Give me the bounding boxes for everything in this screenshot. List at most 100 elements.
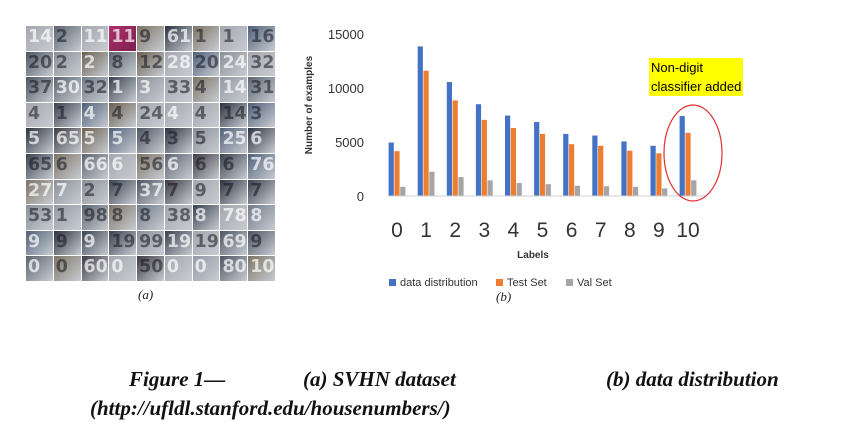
sample-digit-tile: 2 — [53, 26, 81, 51]
legend-item: data distribution — [389, 277, 478, 289]
legend-item: Test Set — [496, 277, 547, 289]
x-axis-title: Labels — [517, 250, 549, 261]
y-tick-label: 15000 — [328, 27, 364, 42]
sample-digit-text: 4 — [139, 129, 152, 150]
x-tick-label: 6 — [566, 219, 578, 242]
bar-data-distribution-4 — [505, 115, 511, 196]
sample-digit-tile: 2 — [81, 179, 109, 205]
sample-digit-tile: 7 — [220, 179, 248, 205]
sample-digit-tile: 4 — [164, 102, 192, 128]
x-tick-label: 9 — [653, 219, 665, 242]
sample-digit-text: 19 — [111, 231, 136, 252]
sample-digit-tile: 50 — [137, 256, 164, 281]
sample-digit-text: 6 — [111, 155, 124, 175]
sample-digit-text: 10 — [250, 257, 275, 278]
bar-data-distribution-9 — [650, 145, 656, 196]
caption-figure-number: Figure 1— — [129, 367, 226, 391]
bars — [388, 46, 697, 196]
bar-test-set-2 — [452, 100, 458, 196]
sample-digit-text: 60 — [83, 257, 108, 278]
x-tick-label: 7 — [595, 219, 607, 242]
sample-digit-text: 6 — [222, 155, 235, 175]
x-tick-label: 0 — [391, 219, 403, 242]
sample-digit-text: 65 — [55, 129, 80, 150]
sample-digit-tile: 0 — [192, 256, 220, 281]
sample-digit-text: 32 — [83, 78, 108, 99]
bar-data-distribution-10 — [679, 116, 685, 196]
sample-digit-text: 14 — [222, 78, 247, 99]
sample-digit-text: 2 — [55, 27, 68, 47]
sample-digit-tile: 9 — [192, 179, 220, 205]
x-tick-label: 4 — [508, 219, 520, 242]
sample-digit-tile: 27 — [26, 179, 53, 205]
sample-digit-text: 1 — [222, 27, 235, 47]
sample-digit-text: 3 — [166, 129, 179, 150]
sample-digit-text: 3 — [139, 78, 152, 99]
sample-digit-text: 65 — [28, 155, 53, 175]
x-tick-label: 3 — [478, 219, 490, 242]
sample-digit-text: 5 — [28, 129, 41, 150]
sample-digit-text: 30 — [55, 78, 80, 99]
sample-digit-text: 0 — [111, 257, 124, 278]
bar-data-distribution-0 — [388, 142, 394, 196]
sample-digit-tile: 9 — [81, 230, 109, 256]
sample-digit-text: 4 — [166, 103, 179, 124]
sample-digit-tile: 76 — [248, 154, 275, 179]
bar-data-distribution-6 — [563, 133, 569, 196]
sample-digit-tile: 8 — [109, 51, 137, 77]
sample-digit-tile: 65 — [53, 128, 81, 153]
sample-digit-tile: 14 — [220, 102, 248, 128]
sample-digit-tile: 99 — [137, 230, 164, 256]
sample-digit-text: 20 — [28, 52, 53, 73]
x-tick-label: 10 — [676, 219, 699, 242]
sample-digit-text: 33 — [166, 78, 192, 99]
sample-digit-text: 2 — [83, 180, 96, 201]
sample-digit-text: 14 — [222, 103, 247, 124]
sample-digit-tile: 11 — [109, 26, 137, 51]
sample-digit-text: 4 — [28, 103, 41, 124]
sample-digit-tile: 6 — [192, 154, 220, 179]
bar-val-set-9 — [662, 188, 668, 196]
sample-digit-tile: 1 — [220, 26, 248, 51]
sample-digit-text: 53 — [28, 206, 53, 227]
caption-url: (http://ufldl.stanford.edu/housenumbers/… — [90, 396, 451, 420]
sample-digit-text: 8 — [250, 206, 263, 227]
bar-test-set-10 — [685, 132, 691, 196]
sample-digit-tile: 28 — [164, 51, 192, 77]
bar-data-distribution-3 — [475, 104, 482, 196]
bar-test-set-9 — [656, 153, 662, 196]
sample-digit-tile: 19 — [192, 230, 220, 256]
sample-digit-text: 28 — [166, 52, 192, 73]
sample-digit-tile: 112 — [81, 26, 120, 51]
sample-digit-tile: 14 — [26, 26, 53, 51]
sample-digit-tile: 4 — [109, 102, 137, 128]
sample-digit-tile: 8 — [248, 205, 275, 230]
sample-digit-tile: 5 — [81, 128, 109, 153]
caption-panel-b: (b) data distribution — [606, 367, 779, 391]
sample-digit-text: 5 — [194, 129, 207, 150]
bar-test-set-5 — [539, 133, 546, 196]
y-tick-label: 5000 — [335, 135, 364, 150]
sample-digit-tile: 30 — [53, 77, 81, 102]
sample-digit-text: 7 — [166, 180, 179, 201]
sample-digit-text: 9 — [139, 27, 152, 47]
sample-digit-text: 8 — [111, 206, 124, 227]
sample-digit-tile: 37 — [26, 77, 53, 102]
legend: data distribution Test Set Val Set — [389, 277, 612, 289]
sample-digit-text: 6 — [166, 155, 179, 175]
sample-digit-tile: 8 — [192, 205, 220, 230]
sample-digit-tile: 7 — [164, 179, 192, 205]
sample-digit-text: 0 — [55, 257, 68, 278]
sample-digit-text: 6 — [55, 155, 68, 175]
bar-test-set-7 — [598, 145, 604, 196]
sample-digit-text: 3 — [250, 103, 263, 124]
sample-digit-text: 1 — [55, 103, 68, 124]
sample-digit-text: 4 — [194, 78, 207, 99]
sample-digit-tile: 16 — [248, 26, 275, 51]
sample-digit-tile: 24 — [137, 102, 164, 128]
non-digit-highlight-circle — [663, 104, 723, 202]
sample-digit-text: 7 — [222, 180, 235, 201]
x-tick-label: 1 — [420, 219, 432, 242]
bar-test-set-0 — [394, 151, 400, 196]
legend-swatch — [496, 279, 503, 286]
